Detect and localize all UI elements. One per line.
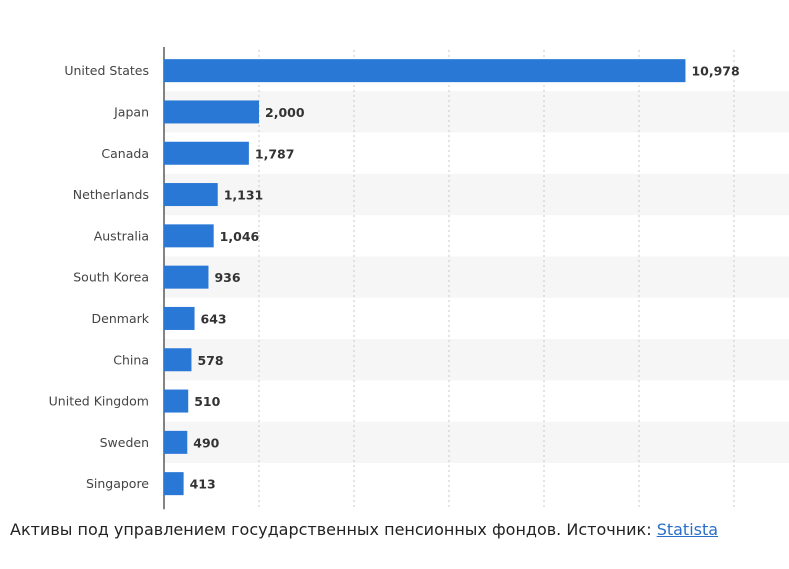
- category-label: United Kingdom: [49, 394, 149, 409]
- row-stripes: [164, 91, 789, 463]
- bar: [164, 141, 249, 165]
- category-label: South Korea: [73, 270, 149, 285]
- value-labels: 10,978 2,000 1,787 1,131 1,046 936 643 578 510 49…: [190, 64, 740, 492]
- category-label: Singapore: [86, 476, 149, 491]
- category-label: Japan: [113, 104, 149, 119]
- row-stripe: [164, 421, 789, 463]
- bar: [164, 348, 192, 372]
- bar: [164, 183, 218, 207]
- value-label: 10,978: [691, 64, 739, 79]
- row-stripe: [164, 256, 789, 298]
- value-label: 1,787: [255, 146, 295, 161]
- category-label: Denmark: [92, 311, 150, 326]
- bar: [164, 224, 214, 248]
- bars: [164, 59, 686, 496]
- bar: [164, 59, 686, 83]
- value-label: 643: [201, 311, 227, 326]
- category-label: China: [113, 352, 149, 367]
- category-label: United States: [64, 63, 149, 78]
- figure-caption: Активы под управлением государственных п…: [10, 520, 780, 539]
- value-label: 578: [197, 353, 223, 368]
- bar: [164, 472, 184, 496]
- value-label: 1,131: [224, 188, 264, 203]
- value-label: 1,046: [220, 229, 260, 244]
- category-label: Australia: [94, 228, 149, 243]
- category-label: Netherlands: [73, 187, 149, 202]
- row-stripe: [164, 91, 789, 133]
- row-stripe: [164, 339, 789, 381]
- value-label: 2,000: [265, 105, 305, 120]
- bar: [164, 430, 188, 454]
- bar: [164, 100, 259, 124]
- row-stripe: [164, 173, 789, 216]
- value-label: 413: [190, 477, 216, 492]
- bar-chart: United States Japan Canada Netherlands Austr…: [48, 47, 789, 510]
- value-label: 936: [214, 270, 240, 285]
- bar: [164, 306, 195, 330]
- source-link[interactable]: Statista: [656, 520, 719, 539]
- gridlines: [258, 50, 735, 510]
- bar: [164, 389, 189, 413]
- category-labels: United States Japan Canada Netherlands Austr…: [49, 63, 150, 491]
- value-label: 510: [194, 394, 220, 409]
- bar: [164, 265, 209, 289]
- category-label: Canada: [101, 146, 149, 161]
- value-label: 490: [193, 435, 219, 450]
- category-label: Sweden: [100, 435, 149, 450]
- caption-text: Активы под управлением государственных п…: [10, 520, 657, 539]
